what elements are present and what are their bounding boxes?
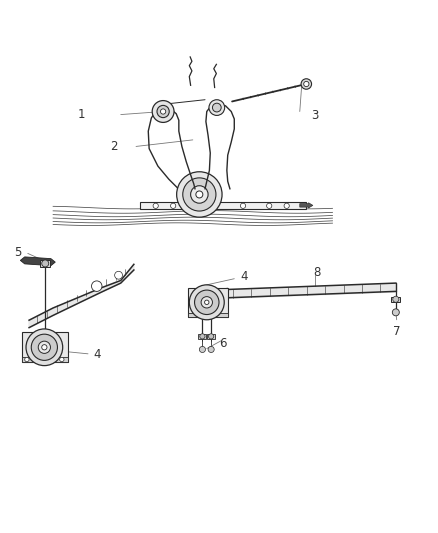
Circle shape (208, 346, 214, 352)
Polygon shape (187, 288, 228, 317)
Text: 3: 3 (311, 109, 319, 123)
Polygon shape (29, 308, 53, 328)
Circle shape (31, 334, 57, 360)
Text: 4: 4 (93, 348, 100, 361)
Circle shape (42, 345, 47, 350)
Polygon shape (21, 357, 68, 362)
Polygon shape (180, 198, 219, 203)
Polygon shape (53, 297, 79, 316)
Circle shape (189, 285, 224, 320)
Circle shape (196, 191, 203, 198)
Polygon shape (79, 288, 101, 303)
Text: 1: 1 (78, 108, 85, 121)
Polygon shape (40, 260, 50, 266)
Polygon shape (198, 334, 206, 338)
Circle shape (170, 203, 176, 208)
Circle shape (181, 203, 187, 208)
Circle shape (153, 203, 158, 208)
Circle shape (191, 185, 208, 203)
Circle shape (152, 101, 174, 123)
Circle shape (177, 172, 222, 217)
Circle shape (38, 341, 50, 353)
Circle shape (92, 281, 102, 292)
Circle shape (25, 357, 29, 362)
Circle shape (301, 79, 311, 89)
Polygon shape (187, 313, 228, 317)
Polygon shape (21, 332, 68, 362)
Circle shape (160, 109, 166, 114)
Circle shape (26, 329, 63, 366)
Circle shape (200, 334, 205, 339)
Text: 8: 8 (313, 265, 321, 279)
Circle shape (212, 103, 221, 112)
Text: 4: 4 (240, 270, 248, 284)
Polygon shape (392, 297, 400, 302)
Circle shape (157, 106, 169, 118)
Circle shape (201, 297, 212, 308)
Polygon shape (207, 334, 215, 338)
Polygon shape (141, 203, 306, 209)
Text: 6: 6 (219, 337, 226, 350)
Circle shape (393, 296, 399, 302)
Circle shape (392, 309, 399, 316)
Polygon shape (101, 280, 121, 292)
Polygon shape (121, 264, 134, 283)
Circle shape (267, 203, 272, 208)
Polygon shape (300, 203, 313, 208)
Circle shape (284, 203, 289, 208)
Circle shape (240, 203, 246, 208)
Circle shape (304, 82, 309, 87)
Circle shape (199, 346, 205, 352)
Circle shape (209, 100, 225, 116)
Polygon shape (20, 257, 55, 265)
Circle shape (208, 334, 214, 339)
Text: 2: 2 (110, 140, 118, 153)
Circle shape (115, 271, 123, 279)
Circle shape (183, 178, 216, 211)
Circle shape (205, 300, 209, 304)
Text: 5: 5 (14, 246, 22, 259)
Circle shape (194, 290, 219, 314)
Circle shape (60, 357, 64, 362)
Circle shape (42, 260, 49, 267)
Text: 7: 7 (393, 325, 401, 337)
